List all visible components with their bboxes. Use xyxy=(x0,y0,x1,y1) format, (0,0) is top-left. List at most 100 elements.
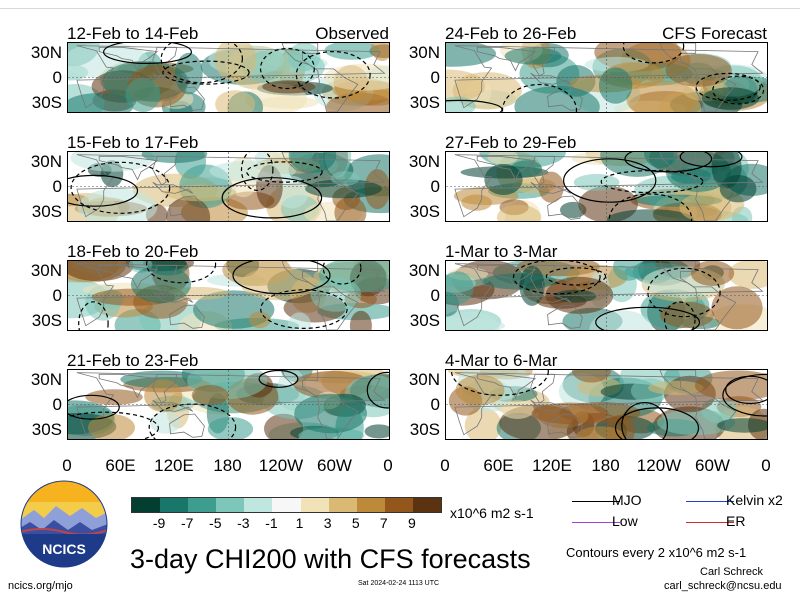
panel-title: 12-Feb to 14-Feb xyxy=(67,24,199,43)
coastline xyxy=(152,290,194,303)
anomaly-shade xyxy=(446,311,500,330)
lat-tick-label: 30N xyxy=(408,261,440,280)
mjo-contour xyxy=(664,301,696,330)
lat-tick-label: 30N xyxy=(30,43,62,62)
anomaly-shade xyxy=(248,311,271,329)
lat-tick-label: 30N xyxy=(30,261,62,280)
lat-tick-label: 30S xyxy=(31,420,62,439)
forecast-map-panel xyxy=(445,42,768,113)
coastline xyxy=(152,373,178,404)
legend-swatch xyxy=(572,522,620,523)
colorbar-swatch xyxy=(244,498,273,512)
forecast-map-panel xyxy=(445,369,768,440)
colorbar-swatch xyxy=(188,498,217,512)
anomaly-shade xyxy=(589,310,653,330)
coastline xyxy=(281,370,359,439)
mjo-contour xyxy=(322,261,362,285)
mjo-contour xyxy=(68,394,120,420)
lat-tick-label: 30N xyxy=(408,370,440,389)
mjo-contour xyxy=(78,301,109,330)
mjo-contour xyxy=(622,43,685,64)
anomaly-shade xyxy=(446,271,474,305)
source-url[interactable]: ncics.org/mjo xyxy=(8,580,73,592)
anomaly-shade xyxy=(717,418,767,433)
forecast-map-panel xyxy=(445,151,768,222)
lon-tick-label: 0 xyxy=(761,456,771,475)
coastline xyxy=(454,45,764,109)
coastline xyxy=(659,261,737,330)
anomaly-shade xyxy=(287,312,311,330)
colorbar-swatch xyxy=(272,498,301,512)
coastline xyxy=(547,304,583,329)
colorbar xyxy=(131,497,442,513)
mjo-contour xyxy=(162,60,250,85)
colorbar-label: -1 xyxy=(265,515,278,531)
mjo-contour xyxy=(679,152,743,168)
colorbar-swatch xyxy=(356,498,385,512)
coastline xyxy=(547,86,583,111)
mjo-contour xyxy=(148,403,237,439)
mjo-contour xyxy=(68,411,159,439)
mjo-contour xyxy=(450,370,549,396)
anomaly-shade xyxy=(446,43,496,67)
colorbar-units: x10^6 m2 s-1 xyxy=(450,505,534,521)
coastline xyxy=(76,372,386,436)
anomaly-shade xyxy=(77,188,158,221)
anomaly-shade xyxy=(334,196,367,221)
lat-tick-label: 30N xyxy=(30,152,62,171)
lat-tick-label: 0 xyxy=(52,68,62,87)
colorbar-swatch xyxy=(412,498,442,512)
coastline xyxy=(152,181,194,194)
anomaly-shade xyxy=(125,77,161,112)
coastline xyxy=(530,181,572,194)
colorbar-label: 3 xyxy=(323,515,332,531)
anomaly-shade xyxy=(598,67,633,104)
lon-tick-label: 0 xyxy=(383,456,393,475)
panel-title: 15-Feb to 17-Feb xyxy=(67,133,199,152)
colorbar-label: 7 xyxy=(379,515,388,531)
lat-tick-label: 30S xyxy=(31,93,62,112)
contour-note: Contours every 2 x10^6 m2 s-1 xyxy=(566,545,747,560)
lon-tick-label: 60W xyxy=(695,456,730,475)
colorbar-swatch xyxy=(132,498,161,512)
lon-tick-label: 60E xyxy=(105,456,136,475)
anomaly-shade xyxy=(262,80,316,94)
mjo-contour xyxy=(722,373,767,417)
anomaly-shade xyxy=(531,402,609,425)
credit-email[interactable]: carl_schreck@ncsu.edu xyxy=(664,580,782,592)
anomaly-shade xyxy=(626,80,699,112)
panel-tag: CFS Forecast xyxy=(662,24,767,43)
mjo-contour xyxy=(70,161,171,214)
anomaly-shade xyxy=(324,63,389,91)
legend-label: MJO xyxy=(612,492,642,508)
anomaly-shade xyxy=(68,93,134,112)
colorbar-label: 9 xyxy=(408,515,416,531)
mjo-contour xyxy=(501,83,578,112)
coastline xyxy=(152,399,194,412)
forecast-map-panel xyxy=(67,260,390,331)
anomaly-shade xyxy=(88,414,135,439)
coastline xyxy=(76,45,386,109)
legend-label: Kelvin x2 xyxy=(726,492,783,508)
forecast-map-panel xyxy=(445,260,768,331)
coastline xyxy=(281,152,359,221)
panel-title: 21-Feb to 23-Feb xyxy=(67,351,199,370)
anomaly-shade xyxy=(164,184,237,202)
lat-tick-label: 0 xyxy=(430,395,440,414)
colorbar-swatch xyxy=(328,498,357,512)
colorbar-swatch xyxy=(300,498,329,512)
mjo-contour xyxy=(624,152,713,173)
mjo-contour xyxy=(446,99,503,112)
lat-tick-label: 0 xyxy=(430,68,440,87)
mjo-contour xyxy=(614,407,700,439)
chart-title: 3-day CHI200 with CFS forecasts xyxy=(130,544,531,574)
coastline xyxy=(152,72,194,85)
anomaly-shade xyxy=(310,277,362,312)
coastline xyxy=(659,152,737,221)
coastline xyxy=(454,263,764,327)
anomaly-shade xyxy=(643,152,678,169)
coastline xyxy=(76,263,386,327)
coastline xyxy=(152,264,178,295)
panel-title: 24-Feb to 26-Feb xyxy=(445,24,577,43)
mjo-contour xyxy=(240,152,274,191)
